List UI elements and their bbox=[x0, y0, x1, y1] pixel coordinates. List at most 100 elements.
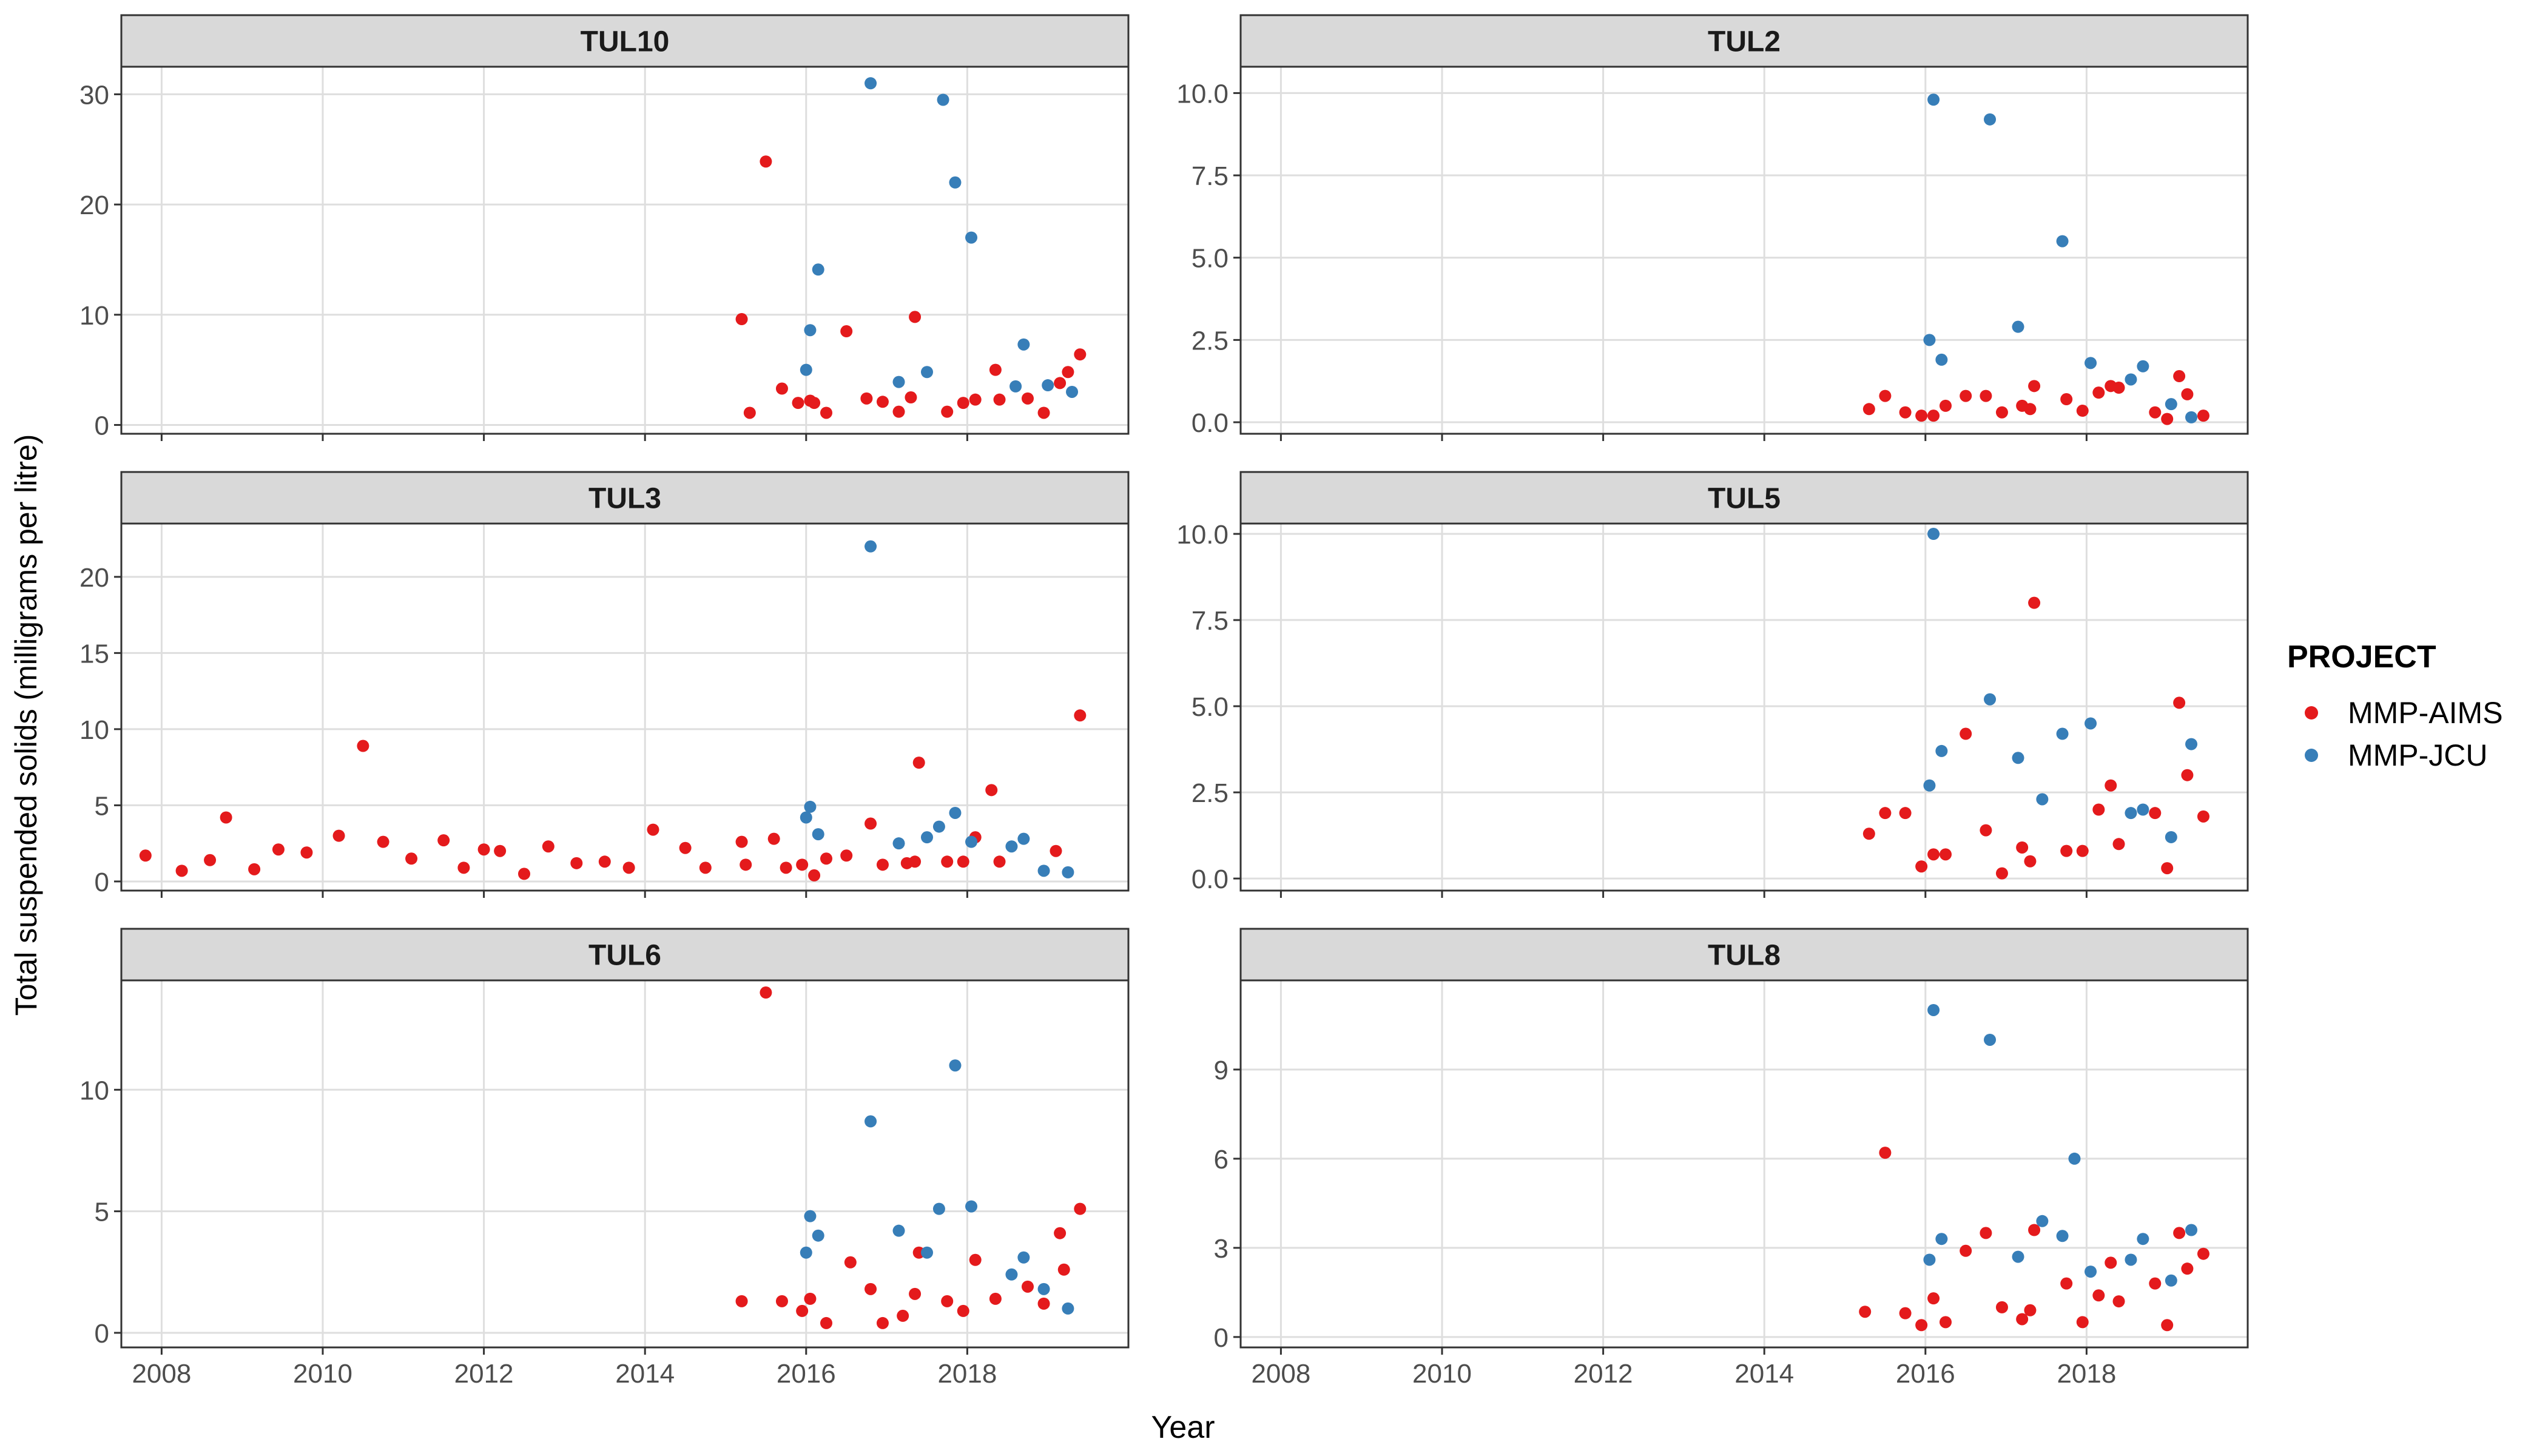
data-point bbox=[2092, 386, 2105, 399]
data-point bbox=[909, 855, 922, 868]
data-point bbox=[957, 397, 969, 410]
data-point bbox=[1960, 389, 1972, 402]
data-point bbox=[2125, 1253, 2137, 1266]
data-point bbox=[1960, 1244, 1972, 1257]
gridlines bbox=[1241, 67, 2248, 434]
data-point bbox=[1980, 389, 1992, 402]
data-point bbox=[735, 835, 748, 848]
data-point bbox=[2076, 844, 2089, 857]
data-point bbox=[804, 324, 817, 337]
data-point bbox=[1066, 385, 1079, 398]
data-point bbox=[1062, 866, 1074, 878]
data-point bbox=[2149, 406, 2162, 419]
data-point bbox=[220, 811, 232, 824]
data-point bbox=[2149, 807, 2162, 820]
data-point bbox=[808, 869, 821, 881]
data-point bbox=[1915, 410, 1928, 422]
data-point bbox=[792, 397, 804, 410]
data-point bbox=[2060, 844, 2073, 857]
data-point bbox=[1042, 379, 1054, 392]
data-point bbox=[622, 861, 635, 874]
data-point bbox=[2056, 727, 2069, 740]
legend-item-mmp-jcu: MMP-JCU bbox=[2305, 738, 2488, 772]
data-point bbox=[892, 837, 905, 850]
data-point bbox=[840, 849, 853, 862]
plot-area bbox=[121, 524, 1128, 891]
data-point bbox=[2181, 1262, 2194, 1275]
y-tick-label: 10 bbox=[79, 1076, 109, 1105]
legend-label: MMP-JCU bbox=[2348, 738, 2488, 772]
data-point bbox=[2076, 1316, 2089, 1329]
data-point bbox=[932, 820, 945, 833]
data-point bbox=[820, 1316, 832, 1329]
data-point bbox=[775, 382, 788, 395]
facet-tul6: TUL6 0 5 10 2008 2010 2012 2014 2016 2018 bbox=[79, 928, 1130, 1389]
data-point bbox=[812, 263, 824, 276]
series-mmp-jcu bbox=[1923, 1003, 2198, 1287]
data-point bbox=[892, 405, 905, 418]
data-point bbox=[2197, 410, 2209, 422]
y-tick-label: 7.5 bbox=[1191, 606, 1228, 636]
data-point bbox=[876, 396, 889, 408]
data-point bbox=[1057, 1263, 1070, 1276]
y-tick-label: 10 bbox=[79, 715, 109, 745]
data-point bbox=[2092, 803, 2105, 816]
data-point bbox=[1022, 392, 1034, 405]
data-point bbox=[2173, 370, 2186, 383]
data-point bbox=[1935, 744, 1948, 757]
data-point bbox=[957, 855, 969, 868]
y-tick-label: 30 bbox=[79, 80, 109, 110]
data-point bbox=[2016, 841, 2029, 854]
y-tick-label: 5 bbox=[95, 791, 109, 821]
plot-area bbox=[121, 980, 1128, 1347]
legend-key bbox=[2305, 706, 2318, 720]
data-point bbox=[1054, 1227, 1067, 1239]
data-point bbox=[2112, 1295, 2125, 1308]
data-point bbox=[969, 393, 982, 406]
data-point bbox=[2060, 393, 2073, 406]
data-point bbox=[2085, 357, 2097, 369]
data-point bbox=[735, 1295, 748, 1307]
data-point bbox=[2085, 717, 2097, 730]
panel-border bbox=[1239, 979, 2249, 1349]
data-point bbox=[1899, 807, 1912, 820]
data-point bbox=[542, 840, 554, 853]
data-point bbox=[796, 858, 809, 871]
x-tick-label: 2018 bbox=[937, 1359, 997, 1389]
data-point bbox=[2028, 1224, 2041, 1236]
data-point bbox=[949, 806, 962, 819]
data-point bbox=[957, 1304, 969, 1317]
data-point bbox=[800, 1246, 812, 1259]
data-point bbox=[570, 857, 583, 869]
data-point bbox=[804, 1210, 817, 1222]
data-point bbox=[1074, 1202, 1087, 1215]
facet-title: TUL8 bbox=[1708, 940, 1781, 972]
data-point bbox=[2036, 793, 2049, 806]
data-point bbox=[864, 817, 877, 830]
data-point bbox=[965, 1200, 978, 1213]
data-point bbox=[2185, 1224, 2198, 1236]
data-point bbox=[2068, 1152, 2081, 1165]
series-mmp-jcu bbox=[1923, 528, 2198, 843]
facet-tul3: TUL3 0 5 10 15 20 bbox=[79, 471, 1130, 898]
x-tick-label: 2010 bbox=[293, 1359, 352, 1389]
data-point bbox=[2165, 398, 2177, 411]
data-point bbox=[1995, 1301, 2008, 1313]
legend-label: MMP-AIMS bbox=[2348, 696, 2503, 730]
data-point bbox=[969, 1253, 982, 1266]
y-tick-label: 5 bbox=[95, 1198, 109, 1227]
series-mmp-jcu bbox=[800, 1059, 1074, 1315]
data-point bbox=[892, 1224, 905, 1237]
data-point bbox=[864, 77, 877, 90]
data-point bbox=[2028, 380, 2041, 393]
data-point bbox=[905, 391, 917, 404]
data-point bbox=[1927, 848, 1940, 861]
panel-border bbox=[1239, 522, 2249, 892]
y-tick-label: 0 bbox=[95, 868, 109, 897]
data-point bbox=[1062, 1302, 1074, 1315]
facet-tul10: TUL10 0 10 20 30 bbox=[79, 14, 1130, 441]
data-point bbox=[864, 1282, 877, 1295]
data-point bbox=[820, 852, 832, 865]
plot-area bbox=[121, 67, 1128, 434]
